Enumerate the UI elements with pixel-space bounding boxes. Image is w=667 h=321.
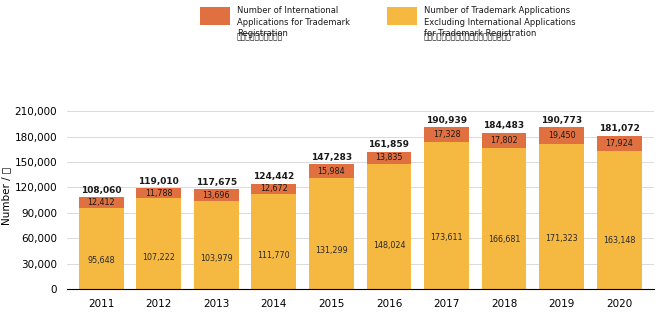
- Bar: [194, 201, 239, 289]
- Text: 13,835: 13,835: [376, 153, 403, 162]
- Text: 171,323: 171,323: [546, 234, 578, 243]
- Text: 17,802: 17,802: [490, 136, 518, 145]
- Text: 95,648: 95,648: [87, 256, 115, 265]
- Text: 190,773: 190,773: [541, 116, 582, 125]
- Bar: [136, 188, 181, 198]
- Bar: [251, 194, 296, 289]
- Text: 148,024: 148,024: [373, 240, 406, 249]
- Text: 19,450: 19,450: [548, 131, 576, 140]
- Bar: [424, 142, 469, 289]
- Text: 108,060: 108,060: [81, 186, 121, 195]
- Text: 13,696: 13,696: [203, 191, 230, 200]
- Bar: [597, 151, 642, 289]
- Text: Number of Trademark Applications
Excluding International Applications
for Tradem: Number of Trademark Applications Excludi…: [424, 6, 575, 38]
- Bar: [309, 178, 354, 289]
- Text: 111,770: 111,770: [257, 251, 290, 260]
- Bar: [539, 144, 584, 289]
- Text: 国際商標登録出願を除く商標登録出願件数: 国際商標登録出願を除く商標登録出願件数: [424, 32, 512, 41]
- Bar: [597, 136, 642, 151]
- Bar: [366, 164, 412, 289]
- Text: 12,672: 12,672: [260, 185, 287, 194]
- Bar: [309, 164, 354, 178]
- Bar: [79, 208, 123, 289]
- Text: 124,442: 124,442: [253, 172, 295, 181]
- Bar: [251, 184, 296, 194]
- Bar: [366, 152, 412, 164]
- Bar: [79, 197, 123, 208]
- Bar: [136, 198, 181, 289]
- Text: 131,299: 131,299: [315, 246, 348, 255]
- Bar: [194, 189, 239, 201]
- Bar: [424, 127, 469, 142]
- Text: 11,788: 11,788: [145, 189, 173, 198]
- Text: 147,283: 147,283: [311, 153, 352, 162]
- Text: 119,010: 119,010: [138, 177, 179, 186]
- Text: 103,979: 103,979: [200, 254, 233, 263]
- Text: 163,148: 163,148: [603, 236, 636, 245]
- Bar: [539, 127, 584, 144]
- Text: 17,328: 17,328: [433, 130, 460, 139]
- Text: 国際商標登録出願件数: 国際商標登録出願件数: [237, 32, 283, 41]
- Text: 161,859: 161,859: [368, 140, 410, 149]
- Text: 190,939: 190,939: [426, 116, 467, 125]
- Text: 184,483: 184,483: [484, 121, 525, 130]
- Text: 17,924: 17,924: [605, 139, 633, 148]
- Bar: [482, 148, 526, 289]
- Text: 107,222: 107,222: [142, 253, 175, 262]
- Text: 173,611: 173,611: [430, 233, 463, 242]
- Text: 15,984: 15,984: [317, 167, 346, 176]
- Text: 12,412: 12,412: [87, 198, 115, 207]
- Y-axis label: Number / 件: Number / 件: [1, 167, 11, 225]
- Text: 166,681: 166,681: [488, 235, 520, 244]
- Text: 181,072: 181,072: [599, 124, 640, 133]
- Text: Number of International
Applications for Trademark
Registration: Number of International Applications for…: [237, 6, 350, 38]
- Bar: [482, 133, 526, 148]
- Text: 117,675: 117,675: [195, 178, 237, 187]
